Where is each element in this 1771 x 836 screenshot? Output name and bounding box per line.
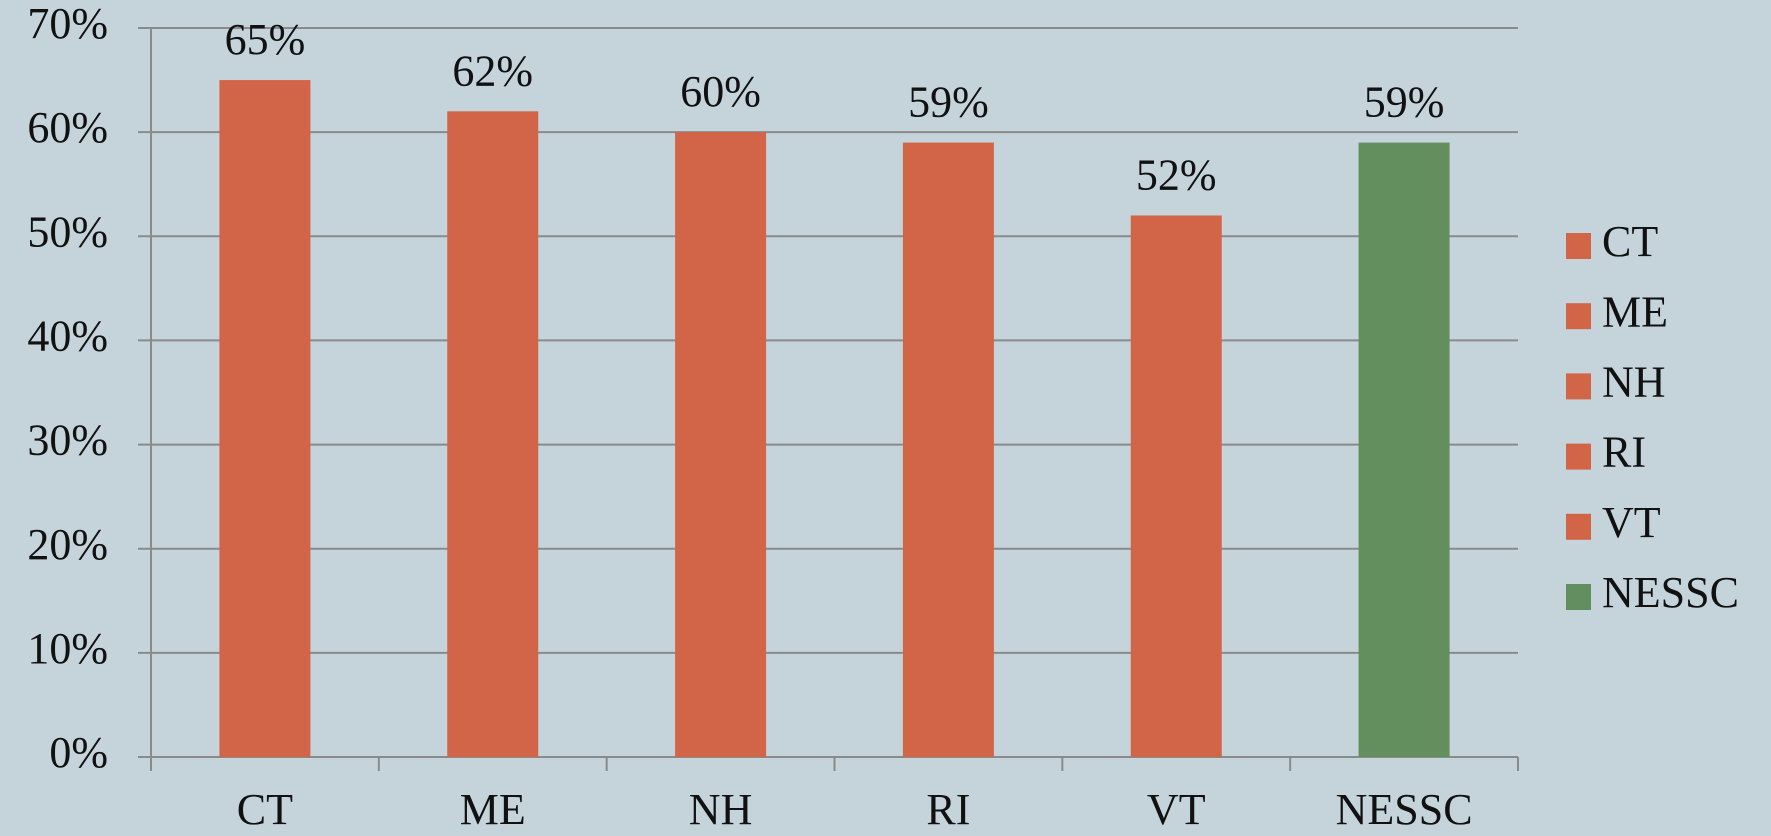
- bar: [675, 132, 767, 758]
- legend-label: RI: [1602, 428, 1646, 477]
- y-tick-label: 60%: [27, 103, 108, 152]
- y-tick-label: 30%: [27, 416, 108, 465]
- bar: [1130, 215, 1222, 757]
- y-tick-label: 20%: [27, 520, 108, 569]
- y-tick-label: 10%: [27, 624, 108, 673]
- legend-label: CT: [1602, 217, 1658, 266]
- legend-swatch: [1566, 373, 1591, 400]
- legend-swatch: [1566, 584, 1591, 610]
- data-label: 59%: [1364, 78, 1445, 127]
- y-tick-label: 50%: [27, 207, 108, 256]
- bar: [902, 142, 994, 758]
- data-label: 62%: [452, 46, 533, 95]
- legend-label: VT: [1602, 498, 1661, 547]
- legend-label: ME: [1602, 287, 1668, 336]
- y-tick-label: 40%: [27, 312, 108, 361]
- data-label: 52%: [1136, 151, 1217, 200]
- data-label: 60%: [680, 67, 761, 116]
- x-tick-label: NH: [689, 785, 753, 834]
- x-tick-label: RI: [926, 785, 970, 834]
- y-tick-label: 0%: [49, 728, 108, 777]
- bar: [219, 80, 311, 758]
- data-label: 59%: [908, 78, 989, 127]
- x-tick-label: VT: [1147, 785, 1206, 834]
- x-tick-label: ME: [460, 785, 526, 834]
- bar: [447, 111, 539, 758]
- data-label: 65%: [225, 15, 306, 64]
- x-tick-label: CT: [237, 785, 293, 834]
- legend-swatch: [1566, 513, 1591, 540]
- x-tick-label: NESSC: [1336, 785, 1473, 834]
- legend-label: NESSC: [1602, 568, 1739, 617]
- legend-swatch: [1566, 233, 1591, 259]
- bar: [1358, 142, 1450, 758]
- legend-label: NH: [1602, 357, 1666, 406]
- y-tick-label: 70%: [27, 0, 108, 48]
- legend-swatch: [1566, 303, 1591, 330]
- legend-swatch: [1566, 443, 1591, 470]
